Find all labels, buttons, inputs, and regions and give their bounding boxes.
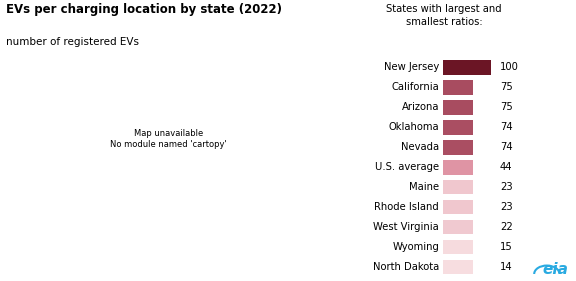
Text: Rhode Island: Rhode Island bbox=[374, 202, 439, 212]
Text: New Jersey: New Jersey bbox=[384, 62, 439, 72]
Text: Oklahoma: Oklahoma bbox=[389, 122, 439, 132]
Text: 74: 74 bbox=[500, 122, 513, 132]
Text: North Dakota: North Dakota bbox=[373, 262, 439, 272]
Text: Arizona: Arizona bbox=[401, 102, 439, 112]
Bar bbox=[443, 140, 473, 155]
Text: 44: 44 bbox=[500, 162, 513, 172]
Text: 23: 23 bbox=[500, 182, 513, 192]
Bar bbox=[443, 60, 491, 75]
Text: 15: 15 bbox=[500, 242, 513, 252]
Text: 14: 14 bbox=[500, 262, 513, 272]
Bar bbox=[443, 80, 473, 95]
Text: Maine: Maine bbox=[409, 182, 439, 192]
Bar bbox=[443, 180, 473, 194]
Text: number of registered EVs: number of registered EVs bbox=[6, 37, 139, 47]
Text: 22: 22 bbox=[500, 222, 513, 232]
Text: California: California bbox=[392, 82, 439, 92]
Bar bbox=[443, 100, 473, 115]
Text: Nevada: Nevada bbox=[401, 142, 439, 152]
Text: 75: 75 bbox=[500, 82, 513, 92]
Text: West Virginia: West Virginia bbox=[373, 222, 439, 232]
Text: 100: 100 bbox=[500, 62, 519, 72]
Bar bbox=[443, 120, 473, 135]
Text: States with largest and
smallest ratios:: States with largest and smallest ratios: bbox=[386, 4, 502, 27]
Text: EVs per charging location by state (2022): EVs per charging location by state (2022… bbox=[6, 3, 282, 16]
Bar bbox=[443, 220, 473, 234]
Text: 75: 75 bbox=[500, 102, 513, 112]
Text: Wyoming: Wyoming bbox=[392, 242, 439, 252]
Bar bbox=[443, 260, 473, 274]
Text: Map unavailable
No module named 'cartopy': Map unavailable No module named 'cartopy… bbox=[110, 129, 227, 149]
Bar bbox=[443, 200, 473, 214]
Text: 23: 23 bbox=[500, 202, 513, 212]
Text: U.S. average: U.S. average bbox=[375, 162, 439, 172]
Bar bbox=[443, 160, 473, 175]
Bar bbox=[443, 240, 473, 254]
Text: eia: eia bbox=[543, 262, 569, 277]
Text: 74: 74 bbox=[500, 142, 513, 152]
